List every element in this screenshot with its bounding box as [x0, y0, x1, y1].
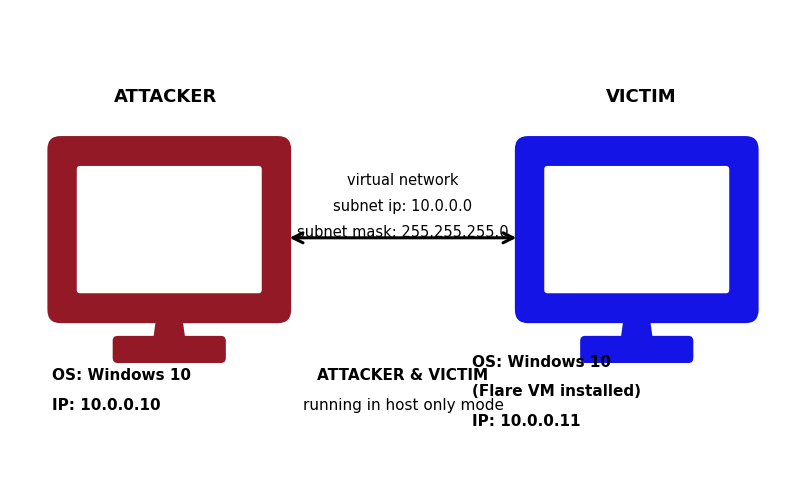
Text: OS: Windows 10: OS: Windows 10 [52, 368, 191, 383]
Text: virtual network: virtual network [347, 173, 459, 188]
FancyBboxPatch shape [48, 136, 291, 323]
Polygon shape [621, 310, 653, 341]
FancyBboxPatch shape [544, 166, 729, 293]
Text: ATTACKER & VICTIM: ATTACKER & VICTIM [318, 368, 488, 383]
Text: subnet mask: 255.255.255.0: subnet mask: 255.255.255.0 [297, 225, 509, 241]
Text: IP: 10.0.0.11: IP: 10.0.0.11 [472, 414, 580, 429]
FancyBboxPatch shape [515, 136, 758, 323]
Text: VICTIM: VICTIM [605, 88, 676, 106]
Text: subnet ip: 10.0.0.0: subnet ip: 10.0.0.0 [334, 199, 472, 214]
FancyBboxPatch shape [113, 336, 226, 363]
FancyBboxPatch shape [580, 336, 693, 363]
Text: OS: Windows 10: OS: Windows 10 [472, 355, 610, 370]
Text: (Flare VM installed): (Flare VM installed) [472, 384, 641, 400]
Text: running in host only mode: running in host only mode [302, 399, 504, 413]
FancyBboxPatch shape [77, 166, 262, 293]
Text: IP: 10.0.0.10: IP: 10.0.0.10 [52, 399, 161, 413]
Text: ATTACKER: ATTACKER [114, 88, 217, 106]
Polygon shape [153, 310, 185, 341]
